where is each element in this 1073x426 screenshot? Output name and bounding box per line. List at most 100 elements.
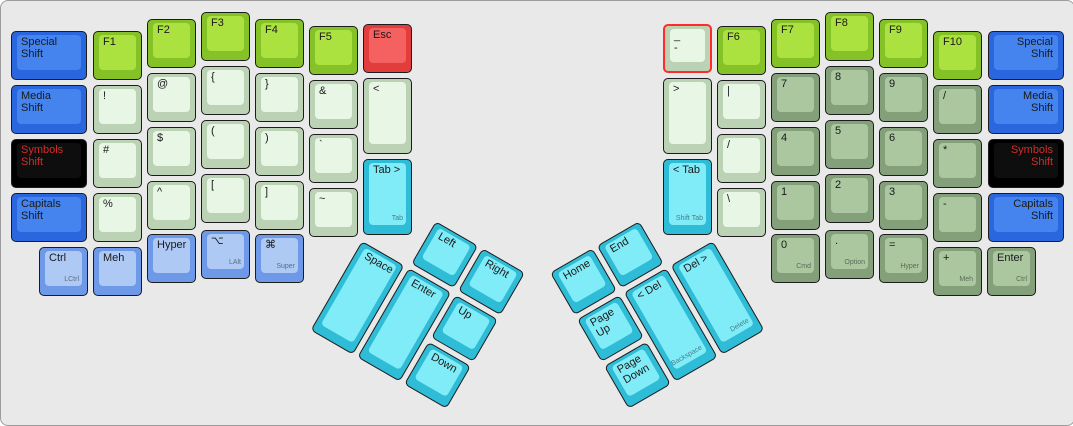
key-num-7[interactable]: 7 [771, 73, 820, 122]
key-dollar[interactable]: $ [147, 127, 196, 176]
key-symbols-shift-right[interactable]: Symbols Shift [988, 139, 1064, 188]
key-label: Special Shift [21, 36, 58, 60]
keycap-face: < Tab Shift Tab [669, 163, 706, 225]
keycap-face: Esc [369, 28, 406, 63]
key-close-brace[interactable]: } [255, 73, 304, 122]
key-num-0[interactable]: 0 Cmd [771, 234, 820, 283]
key-f8[interactable]: F8 [825, 12, 874, 61]
key-label: > [673, 83, 680, 95]
keycap-face: ⌥ LAlt [207, 234, 244, 269]
key-close-paren[interactable]: ) [255, 127, 304, 176]
key-sublabel: Delete [729, 317, 751, 334]
key-label: } [265, 78, 269, 90]
key-label: ^ [157, 186, 163, 198]
key-slash-sage[interactable]: / [933, 85, 982, 134]
keycap-face: 7 [777, 77, 814, 112]
key-percent[interactable]: % [93, 193, 142, 242]
key-meh-left[interactable]: Meh [93, 247, 142, 296]
key-num-6[interactable]: 6 [879, 127, 928, 176]
key-open-brace[interactable]: { [201, 66, 250, 115]
key-num-4[interactable]: 4 [771, 127, 820, 176]
keycap-face: _ - [670, 29, 705, 62]
key-at[interactable]: @ [147, 73, 196, 122]
key-equals[interactable]: = Hyper [879, 234, 928, 283]
key-tab-back[interactable]: < Tab Shift Tab [663, 159, 712, 235]
key-label: . [835, 235, 839, 247]
key-capitals-shift-left[interactable]: Capitals Shift [11, 193, 87, 242]
key-label: 9 [889, 78, 896, 90]
key-label: F7 [781, 24, 794, 36]
keycap-face: Symbols Shift [994, 143, 1058, 178]
keycap-face: < [369, 82, 406, 144]
key-sublabel: Shift Tab [675, 215, 703, 223]
key-label: Page Up [588, 305, 617, 340]
keycap-face: [ [207, 178, 244, 213]
key-label: 0 [781, 239, 788, 251]
key-backslash[interactable]: \ [717, 188, 766, 237]
key-f3[interactable]: F3 [201, 12, 250, 61]
key-sublabel: Backspace [670, 344, 704, 368]
key-label: / [727, 139, 731, 151]
key-greater-than[interactable]: > [663, 78, 712, 154]
key-num-3[interactable]: 3 [879, 181, 928, 230]
key-f7[interactable]: F7 [771, 19, 820, 68]
key-open-paren[interactable]: ( [201, 120, 250, 169]
key-label: F3 [211, 17, 224, 29]
key-label: = [889, 239, 896, 251]
keycap-face: ^ [153, 185, 190, 220]
key-plus[interactable]: + Meh [933, 247, 982, 296]
key-label: ⌥ [211, 235, 224, 247]
key-minus[interactable]: - [933, 193, 982, 242]
key-caret[interactable]: ^ [147, 181, 196, 230]
key-special-shift-left[interactable]: Special Shift [11, 31, 87, 80]
key-ampersand[interactable]: & [309, 80, 358, 129]
key-tilde[interactable]: ~ [309, 188, 358, 237]
key-special-shift-right[interactable]: Special Shift [988, 31, 1064, 80]
keycap-face: > [669, 82, 706, 144]
key-num-9[interactable]: 9 [879, 73, 928, 122]
key-f1[interactable]: F1 [93, 31, 142, 80]
key-tab-forward[interactable]: Tab > Tab [363, 159, 412, 235]
key-esc[interactable]: Esc [363, 24, 412, 73]
key-ctrl-left[interactable]: Ctrl LCtrl [39, 247, 88, 296]
keycap-face: Media Shift [994, 89, 1058, 124]
key-lalt[interactable]: ⌥ LAlt [201, 230, 250, 279]
keycap-face: Special Shift [994, 35, 1058, 70]
keycap-face: F7 [777, 23, 814, 58]
key-f9[interactable]: F9 [879, 19, 928, 68]
keycap-face: F2 [153, 23, 190, 58]
key-slash-pale[interactable]: / [717, 134, 766, 183]
key-f4[interactable]: F4 [255, 19, 304, 68]
key-label: 4 [781, 132, 788, 144]
key-f5[interactable]: F5 [309, 26, 358, 75]
key-num-1[interactable]: 1 [771, 181, 820, 230]
key-underscore-minus[interactable]: _ - [663, 24, 712, 73]
key-asterisk[interactable]: * [933, 139, 982, 188]
key-capitals-shift-right[interactable]: Capitals Shift [988, 193, 1064, 242]
key-open-bracket[interactable]: [ [201, 174, 250, 223]
key-exclamation[interactable]: ! [93, 85, 142, 134]
key-backtick[interactable]: ` [309, 134, 358, 183]
key-media-shift-left[interactable]: Media Shift [11, 85, 87, 134]
key-media-shift-right[interactable]: Media Shift [988, 85, 1064, 134]
key-hash[interactable]: # [93, 139, 142, 188]
key-num-5[interactable]: 5 [825, 120, 874, 169]
key-period[interactable]: . Option [825, 230, 874, 279]
key-symbols-shift-left[interactable]: Symbols Shift [11, 139, 87, 188]
key-close-bracket[interactable]: ] [255, 181, 304, 230]
key-f6[interactable]: F6 [717, 26, 766, 75]
key-pipe[interactable]: | [717, 80, 766, 129]
key-sublabel: Cmd [796, 263, 811, 271]
key-label: F1 [103, 36, 116, 48]
key-label: ] [265, 186, 269, 198]
key-num-2[interactable]: 2 [825, 174, 874, 223]
key-f2[interactable]: F2 [147, 19, 196, 68]
key-label: 2 [835, 179, 842, 191]
key-f10[interactable]: F10 [933, 31, 982, 80]
key-enter-right[interactable]: Enter Ctrl [987, 247, 1036, 296]
key-less-than[interactable]: < [363, 78, 412, 154]
key-hyper-left[interactable]: Hyper [147, 234, 196, 283]
key-label: { [211, 71, 215, 83]
key-super[interactable]: ⌘ Super [255, 234, 304, 283]
key-num-8[interactable]: 8 [825, 66, 874, 115]
